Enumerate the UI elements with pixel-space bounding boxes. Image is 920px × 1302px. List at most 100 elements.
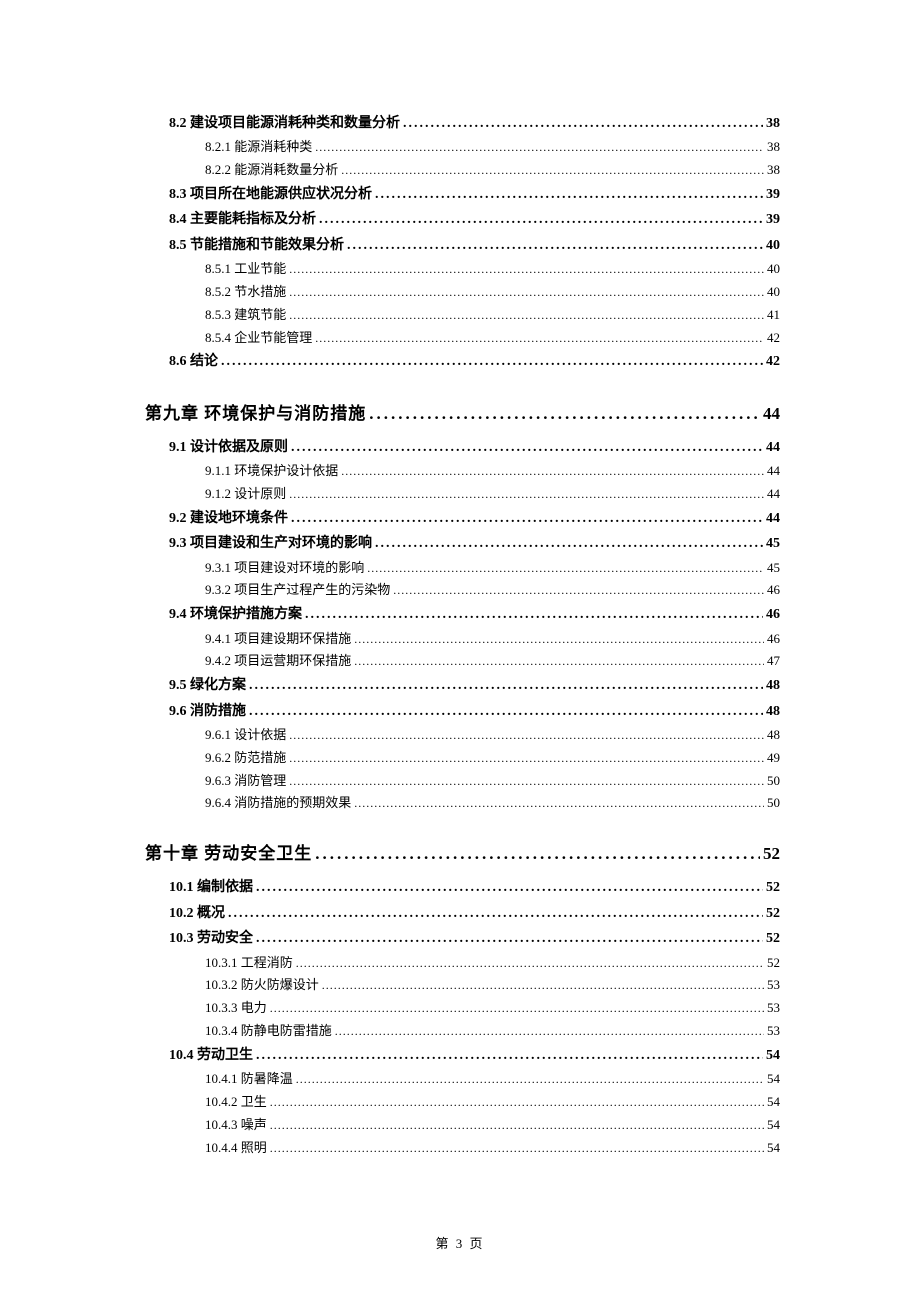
toc-entry-label: 8.5.4 企业节能管理 (205, 328, 312, 349)
toc-leader-dots (296, 1069, 764, 1090)
toc-leader-dots (296, 953, 764, 974)
toc-entry-page: 54 (767, 1069, 780, 1090)
toc-entry-label: 9.4.1 项目建设期环保措施 (205, 629, 351, 650)
toc-entry-label: 10.4.1 防暑降温 (205, 1069, 293, 1090)
toc-entry-label: 9.6.2 防范措施 (205, 748, 286, 769)
toc-entry: 10.4.1 防暑降温 54 (205, 1069, 780, 1090)
toc-entry-page: 53 (767, 998, 780, 1019)
toc-leader-dots (256, 928, 763, 950)
toc-entry: 8.2.1 能源消耗种类38 (205, 137, 780, 158)
toc-entry: 第十章 劳动安全卫生52 (145, 840, 780, 867)
toc-entry: 8.5.2 节水措施40 (205, 282, 780, 303)
toc-entry-label: 8.2.1 能源消耗种类 (205, 137, 312, 158)
toc-entry: 9.6.3 消防管理50 (205, 771, 780, 792)
toc-leader-dots (403, 113, 763, 135)
toc-entry-label: 10.3.4 防静电防雷措施 (205, 1021, 332, 1042)
toc-leader-dots (367, 558, 764, 579)
toc-entry-page: 52 (766, 877, 780, 899)
toc-leader-dots (289, 282, 764, 303)
toc-entry-label: 10.1 编制依据 (169, 877, 253, 899)
toc-entry-page: 48 (766, 701, 780, 723)
toc-leader-dots (289, 305, 764, 326)
toc-entry-page: 46 (767, 580, 780, 601)
toc-entry-page: 48 (766, 675, 780, 697)
toc-entry-page: 52 (766, 903, 780, 925)
toc-entry-page: 45 (767, 558, 780, 579)
toc-entry: 10.2 概况 52 (169, 903, 780, 925)
toc-leader-dots (291, 437, 763, 459)
toc-entry-label: 第九章 环境保护与消防措施 (145, 400, 366, 427)
toc-entry-page: 54 (767, 1092, 780, 1113)
toc-leader-dots (289, 484, 764, 505)
toc-entry-label: 9.3.2 项目生产过程产生的污染物 (205, 580, 390, 601)
toc-leader-dots (270, 998, 764, 1019)
toc-leader-dots (305, 604, 763, 626)
toc-leader-dots (354, 629, 764, 650)
toc-entry: 10.4.3 噪声 54 (205, 1115, 780, 1136)
toc-entry-page: 53 (767, 975, 780, 996)
toc-entry-label: 9.5 绿化方案 (169, 675, 246, 697)
toc-entry: 10.3 劳动安全52 (169, 928, 780, 950)
toc-entry: 10.3.2 防火防爆设计 53 (205, 975, 780, 996)
toc-entry-label: 8.2.2 能源消耗数量分析 (205, 160, 338, 181)
toc-entry: 8.5.1 工业节能40 (205, 259, 780, 280)
toc-leader-dots (221, 351, 763, 373)
toc-entry-page: 52 (767, 953, 780, 974)
toc-entry-page: 46 (767, 629, 780, 650)
toc-entry-label: 9.1.1 环境保护设计依据 (205, 461, 338, 482)
toc-entry-page: 45 (766, 533, 780, 555)
toc-leader-dots (322, 975, 764, 996)
toc-entry-page: 44 (766, 437, 780, 459)
toc-entry-page: 39 (766, 184, 780, 206)
toc-entry: 9.4.2 项目运营期环保措施47 (205, 651, 780, 672)
toc-leader-dots (393, 580, 764, 601)
toc-entry: 8.5.4 企业节能管理42 (205, 328, 780, 349)
toc-entry-label: 10.3.3 电力 (205, 998, 267, 1019)
toc-entry: 9.6 消防措施 48 (169, 701, 780, 723)
toc-entry-page: 40 (766, 235, 780, 257)
toc-entry-label: 9.6.1 设计依据 (205, 725, 286, 746)
toc-entry-page: 40 (767, 259, 780, 280)
toc-entry: 10.4.4 照明54 (205, 1138, 780, 1159)
toc-entry-label: 10.2 概况 (169, 903, 225, 925)
toc-leader-dots (315, 137, 764, 158)
toc-entry-page: 47 (767, 651, 780, 672)
toc-entry-label: 8.5 节能措施和节能效果分析 (169, 235, 344, 257)
toc-entry-page: 49 (767, 748, 780, 769)
toc-leader-dots (335, 1021, 764, 1042)
toc-entry: 8.5.3 建筑节能41 (205, 305, 780, 326)
toc-entry-page: 41 (767, 305, 780, 326)
toc-entry: 10.4.2 卫生54 (205, 1092, 780, 1113)
toc-entry-label: 9.6 消防措施 (169, 701, 246, 723)
toc-entry: 第九章 环境保护与消防措施44 (145, 400, 780, 427)
toc-entry-page: 44 (767, 461, 780, 482)
toc-entry-page: 42 (766, 351, 780, 373)
toc-leader-dots (375, 184, 763, 206)
toc-entry: 9.6.4 消防措施的预期效果 50 (205, 793, 780, 814)
toc-entry-label: 9.2 建设地环境条件 (169, 508, 288, 530)
toc-leader-dots (249, 701, 763, 723)
toc-entry-page: 54 (767, 1115, 780, 1136)
toc-entry-label: 10.3.2 防火防爆设计 (205, 975, 319, 996)
toc-entry: 9.1 设计依据及原则44 (169, 437, 780, 459)
toc-entry: 10.3.1 工程消防52 (205, 953, 780, 974)
toc-entry-label: 8.6 结论 (169, 351, 218, 373)
toc-entry-label: 9.6.4 消防措施的预期效果 (205, 793, 351, 814)
toc-entry-label: 10.4.4 照明 (205, 1138, 267, 1159)
toc-entry: 8.6 结论 42 (169, 351, 780, 373)
toc-leader-dots (256, 1045, 763, 1067)
toc-leader-dots (347, 235, 763, 257)
toc-entry-label: 8.3 项目所在地能源供应状况分析 (169, 184, 372, 206)
toc-leader-dots (375, 533, 763, 555)
toc-entry-label: 9.3.1 项目建设对环境的影响 (205, 558, 364, 579)
toc-entry: 9.5 绿化方案 48 (169, 675, 780, 697)
toc-entry-page: 50 (767, 793, 780, 814)
toc-entry-page: 38 (766, 113, 780, 135)
toc-entry: 9.3 项目建设和生产对环境的影响45 (169, 533, 780, 555)
toc-entry-label: 8.5.2 节水措施 (205, 282, 286, 303)
toc-entry-label: 第十章 劳动安全卫生 (145, 840, 312, 867)
toc-leader-dots (270, 1115, 764, 1136)
toc-leader-dots (369, 400, 760, 427)
toc-entry-page: 53 (767, 1021, 780, 1042)
toc-entry-label: 10.4.3 噪声 (205, 1115, 267, 1136)
